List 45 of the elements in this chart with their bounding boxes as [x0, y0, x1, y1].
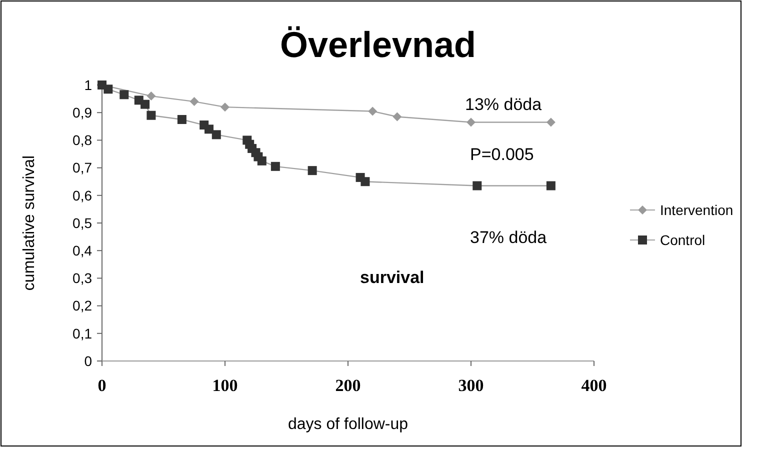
- point: [104, 84, 113, 94]
- annotation: survival: [360, 268, 424, 287]
- legend-label: Control: [660, 232, 706, 248]
- x-tick-label: 0: [98, 376, 106, 395]
- x-tick-label: 400: [581, 376, 607, 395]
- point: [120, 90, 129, 100]
- legend-label: Intervention: [660, 202, 734, 218]
- x-tick-label: 100: [212, 376, 238, 395]
- point: [360, 177, 370, 186]
- point: [466, 118, 476, 127]
- y-tick-label: 0,9: [72, 104, 92, 120]
- y-tick-label: 0: [84, 352, 92, 369]
- point: [177, 115, 186, 124]
- point: [190, 97, 199, 106]
- point: [546, 181, 556, 190]
- annotation: 13% döda: [465, 95, 542, 114]
- chart-title: Överlevnad: [280, 24, 476, 65]
- x-tick-label: 200: [335, 376, 361, 395]
- y-tick-label: 1: [84, 76, 92, 93]
- point: [257, 156, 266, 166]
- y-tick-label: 0,7: [72, 160, 92, 176]
- annotation: P=0.005: [470, 145, 534, 164]
- point: [146, 92, 156, 101]
- point: [146, 110, 156, 120]
- y-tick-label: 0,4: [72, 242, 92, 258]
- point: [472, 181, 482, 190]
- point: [212, 130, 221, 140]
- point: [308, 166, 317, 176]
- y-tick-label: 0,1: [72, 325, 92, 342]
- point: [546, 118, 556, 127]
- y-tick-label: 0,8: [72, 132, 92, 148]
- y-tick-label: 0,6: [72, 187, 92, 204]
- annotation: 37% döda: [470, 228, 548, 247]
- x-axis-title: days of follow-up: [288, 416, 408, 433]
- point: [204, 124, 214, 134]
- point: [392, 112, 402, 122]
- x-tick-label: 300: [458, 376, 484, 395]
- y-tick-label: 0,2: [72, 298, 92, 314]
- point: [220, 102, 230, 112]
- point: [140, 100, 150, 109]
- y-axis-title: cumulative survival: [21, 155, 38, 291]
- point: [270, 162, 280, 171]
- y-tick-label: 0,3: [72, 270, 92, 286]
- point: [368, 106, 378, 116]
- y-tick-label: 0,5: [72, 214, 92, 231]
